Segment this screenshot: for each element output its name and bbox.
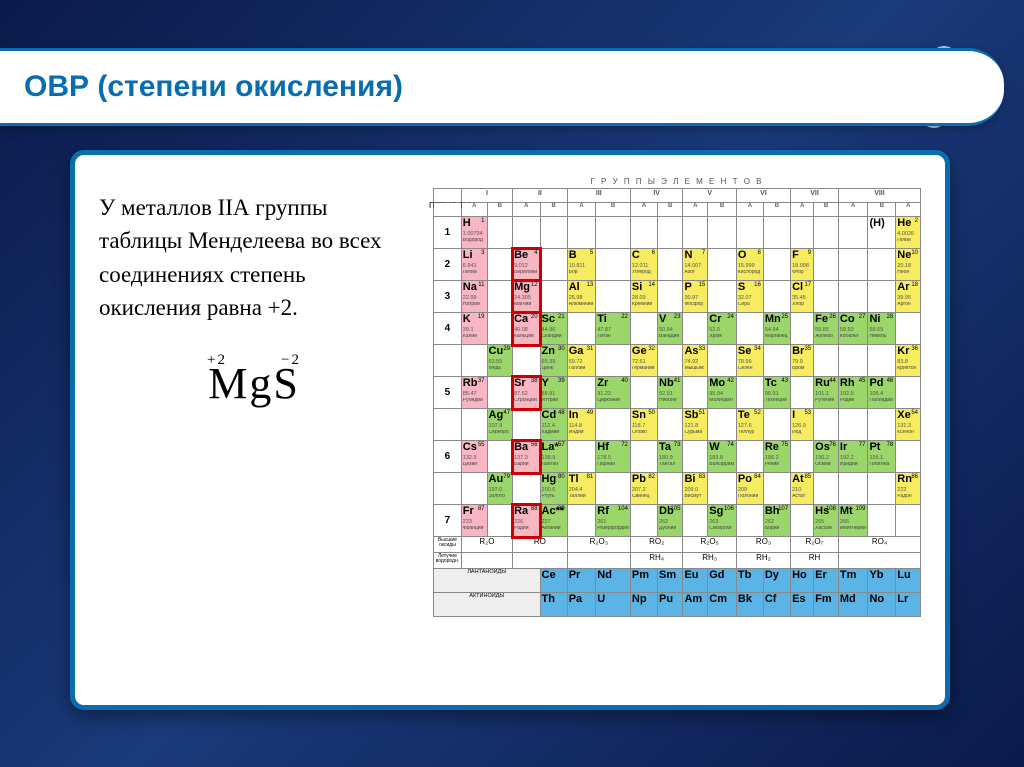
- element-Cr: 24Cr52.0Хром: [708, 313, 737, 345]
- element-I: 53I126.9Йод: [791, 409, 814, 441]
- element-Si: 14Si28.09Кремний: [630, 281, 657, 313]
- element-H: 1H1.00794Водород: [461, 217, 487, 249]
- element-Po: 84Po209Полоний: [736, 473, 763, 505]
- element-Sb: 51Sb121.8Сурьма: [683, 409, 708, 441]
- title-bar: ОВР (степени окисления): [0, 48, 1004, 126]
- element-Be: 4Be9.012Бериллий: [513, 249, 540, 281]
- element-Mo: 42Mo95.94Молибден: [708, 377, 737, 409]
- element-Se: 34Se78.96Селен: [736, 345, 763, 377]
- element-O: 8O15.999Кислород: [736, 249, 763, 281]
- periodic-table-area: ПЕРИОДЫ Г Р У П П Ы Э Л Е М Е Н Т О В II…: [433, 177, 921, 683]
- element-Ti: 22Ti47.87Титан: [596, 313, 631, 345]
- element-W: 74W183.8Вольфрам: [708, 441, 737, 473]
- element-Ge: 32Ge72.61Германий: [630, 345, 657, 377]
- element-C: 6C12.011Углерод: [630, 249, 657, 281]
- element-Cl: 17Cl35.45Хлор: [791, 281, 814, 313]
- element-Rn: 86Rn222Радон: [896, 473, 921, 505]
- element-Kr: 36Kr83.8Криптон: [896, 345, 921, 377]
- groups-label: Г Р У П П Ы Э Л Е М Е Н Т О В: [433, 177, 921, 186]
- element-Ca: 20Ca40.08Кальций: [513, 313, 540, 345]
- element-Nb: 41Nb92.91Ниобий: [658, 377, 683, 409]
- element-Rh: 45Rh102.9Родий: [838, 377, 868, 409]
- element-Hs: 108Hs265Хассий: [814, 505, 839, 537]
- element-Te: 52Te127.6Теллур: [736, 409, 763, 441]
- element-Ir: 77Ir192.2Иридий: [838, 441, 868, 473]
- element-Bh: 107Bh262Борий: [763, 505, 790, 537]
- element-Li: 3Li6.941Литий: [461, 249, 487, 281]
- element-Ag: 47Ag107.9Серебро: [487, 409, 513, 441]
- element-Ar: 18Ar39.95Аргон: [896, 281, 921, 313]
- element-Y: 39Y88.91Иттрий: [540, 377, 567, 409]
- element-Al: 13Al26.98Алюминий: [567, 281, 596, 313]
- element-Ru: 44Ru101.1Рутений: [814, 377, 839, 409]
- element-Br: 35Br79.9Бром: [791, 345, 814, 377]
- element-Co: 27Co58.93Кобальт: [838, 313, 868, 345]
- element-Tc: 43Tc98.91Технеций: [763, 377, 790, 409]
- element-B: 5B10.811Бор: [567, 249, 596, 281]
- element-P: 15P30.97Фосфор: [683, 281, 708, 313]
- element-Bi: 83Bi209.0Висмут: [683, 473, 708, 505]
- element-S: 16S32.07Сера: [736, 281, 763, 313]
- slide-title: ОВР (степени окисления): [24, 70, 403, 104]
- element-Ra: 88Ra226Радий: [513, 505, 540, 537]
- element-Hf: 72Hf178.5Гафний: [596, 441, 631, 473]
- content-panel: У металлов IIА группы таблицы Менделеева…: [70, 150, 950, 710]
- element-As: 33As74.92Мышьяк: [683, 345, 708, 377]
- element-Cu: 29Cu63.55Медь: [487, 345, 513, 377]
- element-Pt: 78Pt195.1Платина: [868, 441, 896, 473]
- element-F: 9F18.998Фтор: [791, 249, 814, 281]
- element-Mt: 109Mt266Мейтнерий: [838, 505, 868, 537]
- element-Zr: 40Zr91.22Цирконий: [596, 377, 631, 409]
- element-Mg: 12Mg24.305Магний: [513, 281, 540, 313]
- element-Ba: 56Ba137.3Барий: [513, 441, 540, 473]
- element-Zn: 30Zn65.39Цинк: [540, 345, 567, 377]
- charge-s: −2: [281, 352, 301, 369]
- element-Ta: 73Ta180.9Тантал: [658, 441, 683, 473]
- charge-mg: +2: [207, 352, 227, 369]
- element-Cs: 55Cs132.9Цезий: [461, 441, 487, 473]
- element-Xe: 54Xe131.3Ксенон: [896, 409, 921, 441]
- element-Au: 79Au197.0Золото: [487, 473, 513, 505]
- element-Hg: 80Hg200.6Ртуть: [540, 473, 567, 505]
- element-Na: 11Na22.99Натрий: [461, 281, 487, 313]
- element-Cd: 48Cd112.4Кадмий: [540, 409, 567, 441]
- element-Pb: 82Pb207.2Свинец: [630, 473, 657, 505]
- element-Ni: 28Ni58.69Никель: [868, 313, 896, 345]
- element-Rf: 104Rf261Резерфордий: [596, 505, 631, 537]
- element-Rb: 37Rb85.47Рубидий: [461, 377, 487, 409]
- formula: +2 −2 MgS: [99, 358, 409, 409]
- element-Re: 75Re186.2Рений: [763, 441, 790, 473]
- element-Sg: 106Sg263Сиборгий: [708, 505, 737, 537]
- element-Tl: 81Tl204.4Таллий: [567, 473, 596, 505]
- element-Os: 76Os190.2Осмий: [814, 441, 839, 473]
- element-Sn: 50Sn118.7Олово: [630, 409, 657, 441]
- element-Fe: 26Fe55.85Железо: [814, 313, 839, 345]
- element-Pd: 46Pd106.4Палладий: [868, 377, 896, 409]
- element-Mn: 25Mn54.94Марганец: [763, 313, 790, 345]
- element-Ne: 10Ne20.18Неон: [896, 249, 921, 281]
- element-Sr: 38Sr87.62Стронций: [513, 377, 540, 409]
- element-N: 7N14.007Азот: [683, 249, 708, 281]
- element-In: 49In114.8Индий: [567, 409, 596, 441]
- element-Ga: 31Ga69.72Галлий: [567, 345, 596, 377]
- element-Db: 105Db262Дубний: [658, 505, 683, 537]
- left-column: У металлов IIА группы таблицы Менделеева…: [99, 177, 409, 683]
- periodic-table: IIIIIIIVVVIVIIVIIIABABABABABABABABA11H1.…: [433, 188, 921, 617]
- element-At: 85At210Астат: [791, 473, 814, 505]
- element-Fr: 87Fr223Франций: [461, 505, 487, 537]
- element-La*: 57La*138.9Лантан: [540, 441, 567, 473]
- element-(H): (H): [868, 217, 896, 249]
- element-Ac**: 89Ac**227Актиний: [540, 505, 567, 537]
- element-He: 2He4.0026Гелий: [896, 217, 921, 249]
- paragraph: У металлов IIА группы таблицы Менделеева…: [99, 191, 409, 324]
- element-V: 23V50.94Ванадий: [658, 313, 683, 345]
- element-Sc: 21Sc44.96Скандий: [540, 313, 567, 345]
- element-K: 19K39.1Калий: [461, 313, 487, 345]
